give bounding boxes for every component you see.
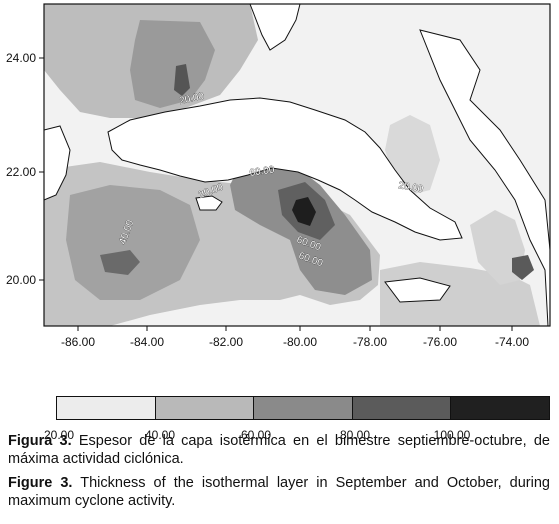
x-tick-label: -84.00 [130,335,164,349]
contour-label: 60.00 [249,165,276,179]
x-tick-label: -80.00 [283,335,317,349]
contour-band-40-60-southwest [66,185,200,300]
y-axis: 24.00 22.00 20.00 [6,51,44,287]
caption-spanish-text: Espesor de la capa isotérmica en el bime… [8,433,550,467]
contour-band-60-80-north-spot [174,64,190,96]
legend-tick-label: 20.00 [43,428,75,442]
legend-swatch [451,397,549,419]
contour-label: 20.00 [397,180,424,195]
land-jamaica [384,277,451,303]
caption-english-label: Figure 3. [8,475,73,491]
legend-tick-label: 40.00 [144,428,176,442]
x-tick-label: -82.00 [209,335,243,349]
x-tick-label: -76.00 [423,335,457,349]
caption-english: Figure 3. Thickness of the isothermal la… [8,474,550,510]
land-isla-juventud [195,195,223,211]
legend-swatch [155,397,255,419]
color-legend [56,396,550,420]
legend-swatch [254,397,353,419]
legend-tick-label: 80.00 [339,428,371,442]
y-tick-label: 22.00 [6,165,36,179]
contour-band-20-40-far-east [470,210,525,285]
x-tick-label: -78.00 [353,335,387,349]
y-tick-label: 20.00 [6,273,36,287]
map-frame [43,3,551,327]
caption-english-text: Thickness of the isothermal layer in Sep… [8,475,550,509]
contour-band-60-80-east-spot [512,255,534,280]
x-tick-label: -86.00 [61,335,95,349]
x-axis: -86.00 -84.00 -82.00 -80.00 -78.00 -76.0… [61,326,529,349]
caption-spanish: Figura 3. Espesor de la capa isotérmica … [8,432,550,468]
contour-band-40-60-north [130,20,215,108]
legend-swatch [352,397,452,419]
x-tick-label: -74.00 [495,335,529,349]
legend-tick-label: 60.00 [240,428,272,442]
y-tick-label: 24.00 [6,51,36,65]
contour-core-100 [292,197,316,226]
legend-tick-label: 100.00 [433,428,471,442]
contour-map: 24.00 22.00 20.00 -86.00 -84.00 -82.00 -… [6,3,551,349]
legend-swatch [57,397,156,419]
land-cuba [107,97,463,241]
caption-spanish-label: Figura 3. [8,433,72,449]
contour-band-60-80-isle [100,250,140,275]
